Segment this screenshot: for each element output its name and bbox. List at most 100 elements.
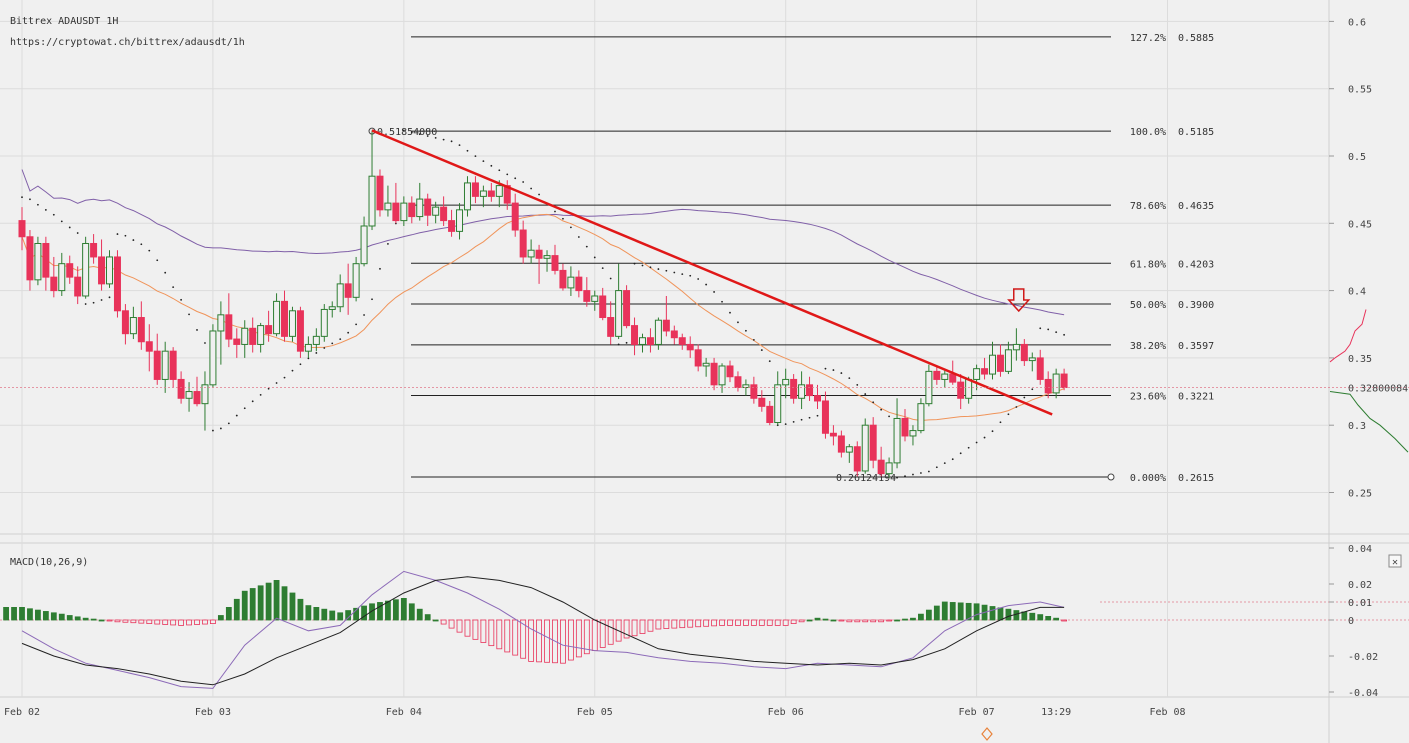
- candle: [273, 293, 281, 337]
- macd-histogram-bar: [329, 610, 336, 621]
- sar-dot: [212, 429, 214, 432]
- y-tick-label: 0.55: [1348, 85, 1372, 96]
- sar-dot: [760, 349, 763, 351]
- fib-level-percent: 100.0%: [1130, 127, 1166, 138]
- macd-histogram-bar: [750, 619, 757, 626]
- candle-body: [137, 317, 145, 343]
- candle: [646, 328, 654, 353]
- candle-body: [26, 236, 34, 281]
- candle: [821, 391, 829, 439]
- candle-body: [169, 350, 177, 380]
- sar-dot: [307, 357, 310, 360]
- sar-dot: [331, 342, 334, 345]
- candle: [837, 430, 845, 458]
- candle: [734, 371, 742, 392]
- sar-dot: [569, 226, 572, 229]
- candle: [296, 306, 304, 358]
- scroll-marker-icon[interactable]: [981, 727, 993, 741]
- candle-body: [646, 337, 654, 345]
- candle-body: [877, 459, 885, 475]
- sar-dot: [458, 144, 461, 147]
- macd-y-tick-label: 0.04: [1348, 544, 1372, 555]
- candle: [392, 182, 400, 224]
- sar-dot: [522, 181, 525, 183]
- fib-anchor-low: [1107, 473, 1115, 481]
- candle: [456, 203, 464, 240]
- macd-histogram-bar: [520, 619, 527, 659]
- candle: [50, 256, 58, 298]
- sar-dot: [585, 245, 588, 248]
- candle: [209, 324, 217, 388]
- sar-dot: [410, 131, 413, 134]
- candle: [535, 244, 543, 284]
- sar-dot: [100, 299, 103, 301]
- macd-histogram-bar: [178, 619, 185, 626]
- macd-histogram-bar: [400, 598, 407, 621]
- macd-histogram-bar: [631, 619, 638, 637]
- macd-histogram-bar: [225, 607, 232, 621]
- candle-body: [519, 229, 527, 258]
- candle: [384, 185, 392, 217]
- candle: [678, 333, 686, 350]
- macd-close-button[interactable]: ✕: [1388, 554, 1402, 568]
- candle-body: [821, 400, 829, 434]
- sar-dot: [713, 291, 715, 293]
- sar-dot: [912, 473, 914, 476]
- sar-dot: [498, 169, 501, 172]
- candle-body: [241, 327, 249, 345]
- candle-body: [281, 300, 289, 337]
- moving-averages: [21, 129, 1066, 479]
- candle: [957, 374, 965, 410]
- macd-histogram-bar: [544, 619, 550, 663]
- candle-body: [575, 276, 583, 292]
- macd-histogram-bar: [3, 607, 9, 621]
- candle-body: [408, 202, 416, 218]
- sar-dot: [530, 187, 533, 190]
- candle: [790, 374, 798, 404]
- candle-body: [1020, 343, 1028, 362]
- sar-dot: [474, 155, 477, 158]
- sar-dot: [108, 296, 111, 299]
- candle: [774, 371, 782, 426]
- down-arrow-icon: [1007, 288, 1031, 313]
- y-tick-label: 0.6: [1348, 17, 1366, 28]
- candle: [909, 425, 917, 446]
- candle: [241, 320, 249, 358]
- trendline-group: [371, 129, 1053, 416]
- sar-dot: [235, 414, 238, 417]
- macd-histogram-bar: [496, 619, 503, 650]
- sar-dot: [745, 329, 747, 332]
- candle-body: [511, 202, 519, 231]
- macd-histogram-bar: [90, 618, 97, 621]
- candle-body: [798, 384, 806, 399]
- candle-body: [591, 295, 599, 302]
- fib-level-percent: 78.60%: [1130, 201, 1166, 212]
- fib-level-price: 0.3221: [1178, 391, 1214, 402]
- fib-level-price: 0.5185: [1178, 127, 1214, 138]
- ma-slow-line: [21, 169, 1065, 316]
- candle: [750, 376, 758, 404]
- candle: [400, 196, 408, 226]
- macd-histogram-bar: [878, 619, 885, 623]
- macd-title: MACD(10,26,9): [10, 557, 88, 568]
- macd-histogram-bar: [488, 619, 495, 647]
- macd-histogram-bar: [82, 617, 89, 621]
- candle: [416, 182, 424, 221]
- macd-histogram-bar: [456, 619, 463, 633]
- candle: [885, 457, 893, 478]
- ask-depth-curve: [1329, 309, 1367, 363]
- sar-dot: [697, 278, 700, 280]
- macd-histogram-bar: [758, 619, 765, 626]
- candle: [106, 250, 114, 288]
- sar-dot: [991, 430, 994, 433]
- sar-dot: [76, 232, 79, 234]
- sar-dot: [856, 384, 859, 386]
- fib-level-price: 0.5885: [1178, 33, 1214, 44]
- sar-dot: [649, 266, 652, 269]
- sar-dot: [267, 387, 270, 390]
- macd-histogram-bar: [997, 607, 1004, 621]
- sar-dot: [299, 363, 302, 366]
- macd-histogram-bar: [273, 580, 280, 621]
- macd-histogram-bar: [66, 615, 73, 621]
- macd-histogram-bar: [480, 619, 487, 643]
